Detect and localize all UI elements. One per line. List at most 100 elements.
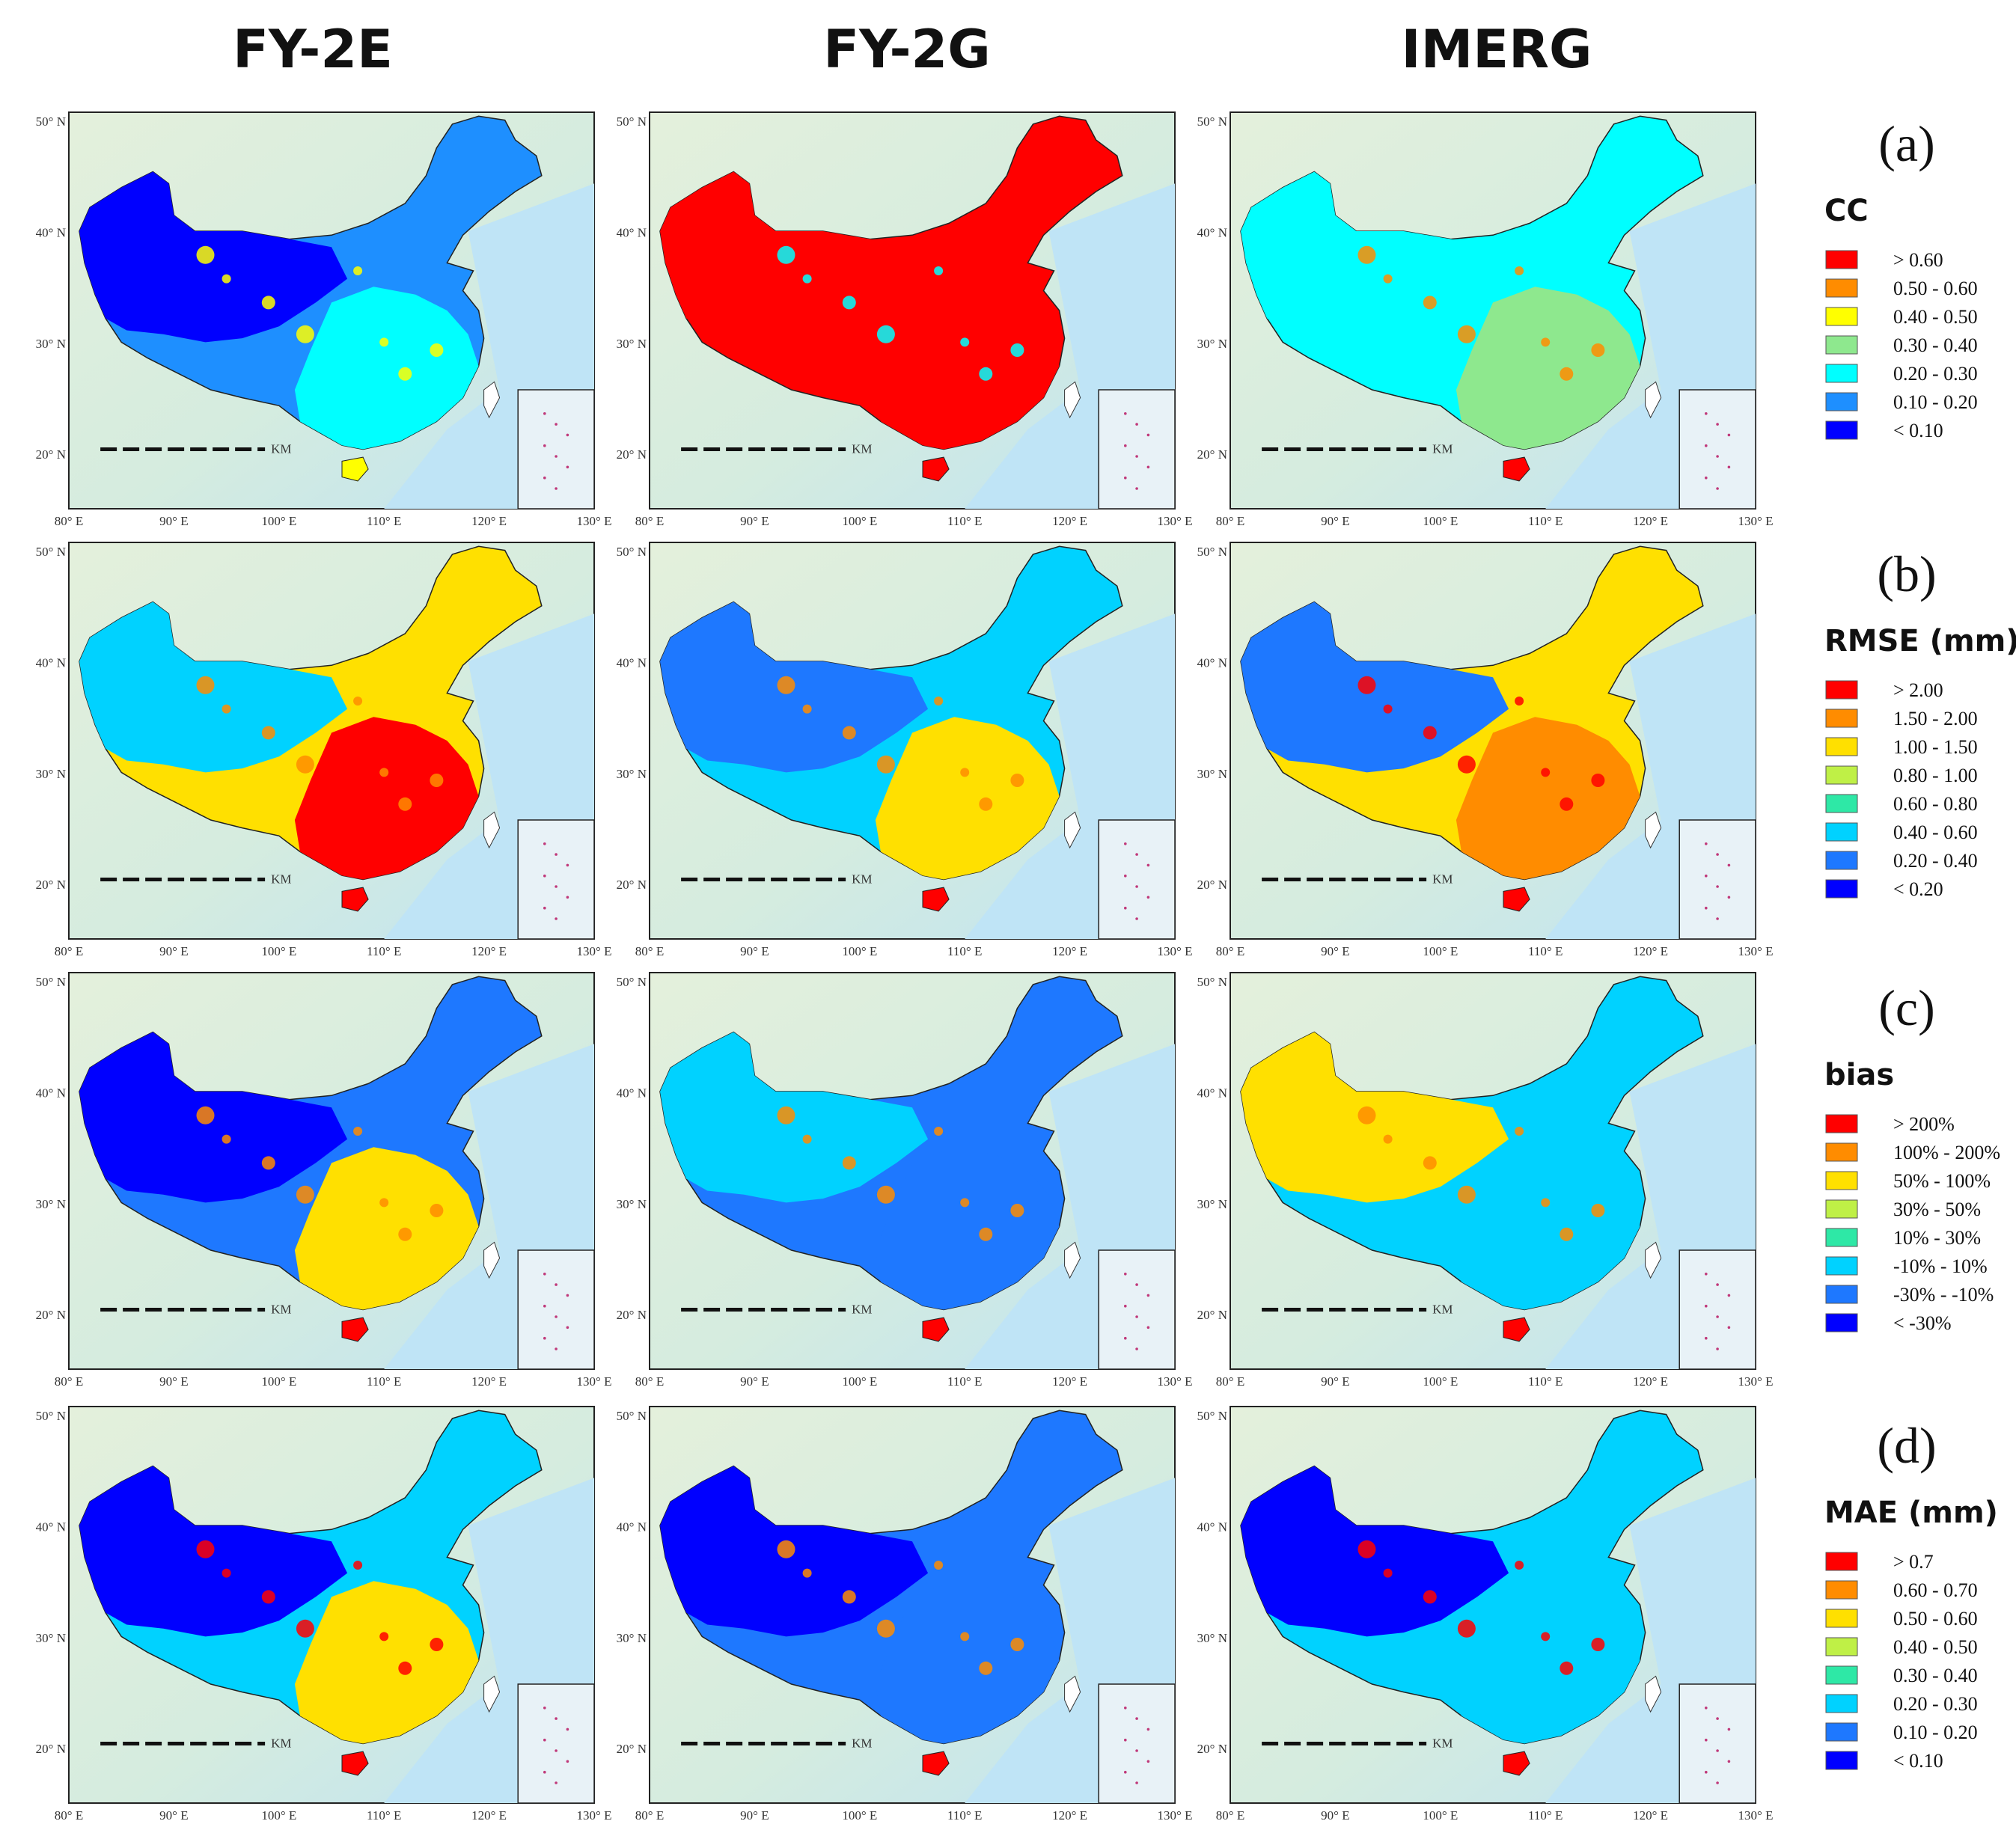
scale-unit: KM [1432, 1303, 1453, 1317]
lon-tick: 110° E [947, 514, 982, 528]
inset-island-dot [543, 412, 546, 415]
inset-island-dot [1716, 885, 1719, 888]
scale-unit: KM [1432, 1736, 1453, 1751]
value-spot [1541, 337, 1551, 347]
map-panel-imerg-row-1: KM 50° N 40° N 30° N 20° N 80° E 90° E 100° E 11… [1197, 111, 1773, 528]
inset-island-dot [555, 1781, 558, 1784]
inset-island-dot [543, 444, 546, 447]
lat-tick: 20° N [617, 1308, 647, 1322]
inset-island-dot [1727, 1326, 1731, 1329]
legend-label: 0.20 - 0.40 [1893, 850, 1978, 872]
south-china-sea-inset [1679, 1683, 1756, 1804]
legend-label: < 0.20 [1893, 878, 1943, 900]
inset-island-dot [1727, 863, 1731, 867]
inset-island-dot [566, 1760, 569, 1763]
value-spot [1591, 774, 1605, 787]
lon-tick: 130° E [1158, 1808, 1193, 1823]
inset-island-dot [1727, 896, 1731, 899]
inset-island-dot [1705, 476, 1708, 480]
legend-swatch [1825, 1580, 1858, 1600]
legend-swatch [1825, 335, 1858, 355]
lon-tick: 120° E [1633, 514, 1668, 528]
value-spot [222, 274, 231, 284]
south-china-sea-inset [1679, 1249, 1756, 1370]
value-spot [222, 1568, 231, 1578]
south-china-sea-inset [517, 819, 595, 940]
southeast-region [294, 287, 479, 450]
lon-tick: 100° E [842, 1374, 877, 1389]
value-spot [934, 697, 944, 706]
value-spot [1423, 1590, 1437, 1604]
legend-label: 0.10 - 0.20 [1893, 391, 1978, 413]
value-spot [1010, 343, 1024, 357]
inset-island-dot [1124, 1273, 1127, 1276]
legend-swatch [1825, 1142, 1858, 1162]
inset-island-dot [1135, 1283, 1138, 1286]
value-spot [1560, 1227, 1574, 1241]
value-spot [1515, 266, 1524, 275]
legend-swatch [1825, 1722, 1858, 1742]
column-title-fy-2g: FY-2G [823, 19, 990, 80]
lon-tick: 100° E [261, 1808, 296, 1823]
lon-tick: 100° E [1423, 944, 1458, 958]
value-spot [960, 768, 970, 777]
hainan-island [1503, 456, 1530, 482]
value-spot [1457, 325, 1476, 343]
legend-swatch [1825, 680, 1858, 700]
panel-label: (d) [1877, 1417, 1936, 1474]
value-spot [876, 755, 895, 774]
map-panel-fy-2g-row-1: KM 50° N 40° N 30° N 20° N 80° E 90° E 100° E 11… [617, 111, 1192, 528]
lat-tick: 30° N [1197, 1631, 1227, 1645]
lat-tick: 50° N [617, 975, 647, 989]
inset-island-dot [555, 917, 558, 920]
legend-title: CC [1824, 194, 1869, 228]
lon-tick: 90° E [159, 514, 188, 528]
value-spot [196, 1540, 215, 1558]
inset-island-dot [1146, 1326, 1150, 1329]
value-spot [777, 1106, 795, 1124]
inset-island-dot [1124, 906, 1127, 910]
taiwan-island [1645, 1675, 1662, 1713]
lat-tick: 50° N [36, 1409, 66, 1423]
inset-island-dot [543, 842, 546, 845]
legend-swatch [1825, 420, 1858, 440]
inset-island-dot [1135, 1315, 1138, 1318]
value-spot [960, 337, 970, 347]
legend-label: 1.00 - 1.50 [1893, 736, 1978, 758]
value-spot [261, 726, 275, 740]
value-spot [1515, 1127, 1524, 1136]
inset-island-dot [1124, 1304, 1127, 1308]
lon-tick: 120° E [1052, 1808, 1087, 1823]
inset-island-dot [1146, 1728, 1150, 1731]
inset-island-dot [1124, 1707, 1127, 1710]
legend-swatch [1825, 1609, 1858, 1628]
value-spot [296, 1185, 314, 1204]
taiwan-island [1064, 1675, 1081, 1713]
scale-unit: KM [1432, 872, 1453, 887]
lat-tick: 40° N [36, 1520, 66, 1534]
inset-island-dot [1727, 433, 1731, 437]
lon-tick: 100° E [842, 514, 877, 528]
value-spot [379, 1198, 389, 1208]
map-panel-fy-2g-row-2: KM 50° N 40° N 30° N 20° N 80° E 90° E 100° E 11… [617, 542, 1192, 958]
taiwan-island [1645, 381, 1662, 419]
value-spot [1457, 1619, 1476, 1638]
lat-tick: 20° N [36, 447, 66, 462]
lon-tick: 120° E [471, 1374, 507, 1389]
legend-label: 0.20 - 0.30 [1893, 363, 1978, 385]
legend-label: 0.30 - 0.40 [1893, 1665, 1978, 1686]
inset-island-dot [1135, 1717, 1138, 1720]
lon-tick: 90° E [159, 1808, 188, 1823]
lon-tick: 90° E [1321, 514, 1349, 528]
inset-island-dot [543, 906, 546, 910]
column-title-imerg: IMERG [1402, 19, 1592, 80]
scale-unit: KM [271, 1303, 291, 1317]
map-panel-imerg-row-3: KM 50° N 40° N 30° N 20° N 80° E 90° E 100° E 11… [1197, 972, 1773, 1389]
value-spot [1383, 1134, 1393, 1144]
value-spot [802, 1134, 812, 1144]
inset-island-dot [566, 433, 569, 437]
lon-tick: 80° E [55, 514, 83, 528]
legend-swatch [1825, 1114, 1858, 1133]
lon-tick: 100° E [261, 944, 296, 958]
lon-tick: 80° E [55, 1808, 83, 1823]
